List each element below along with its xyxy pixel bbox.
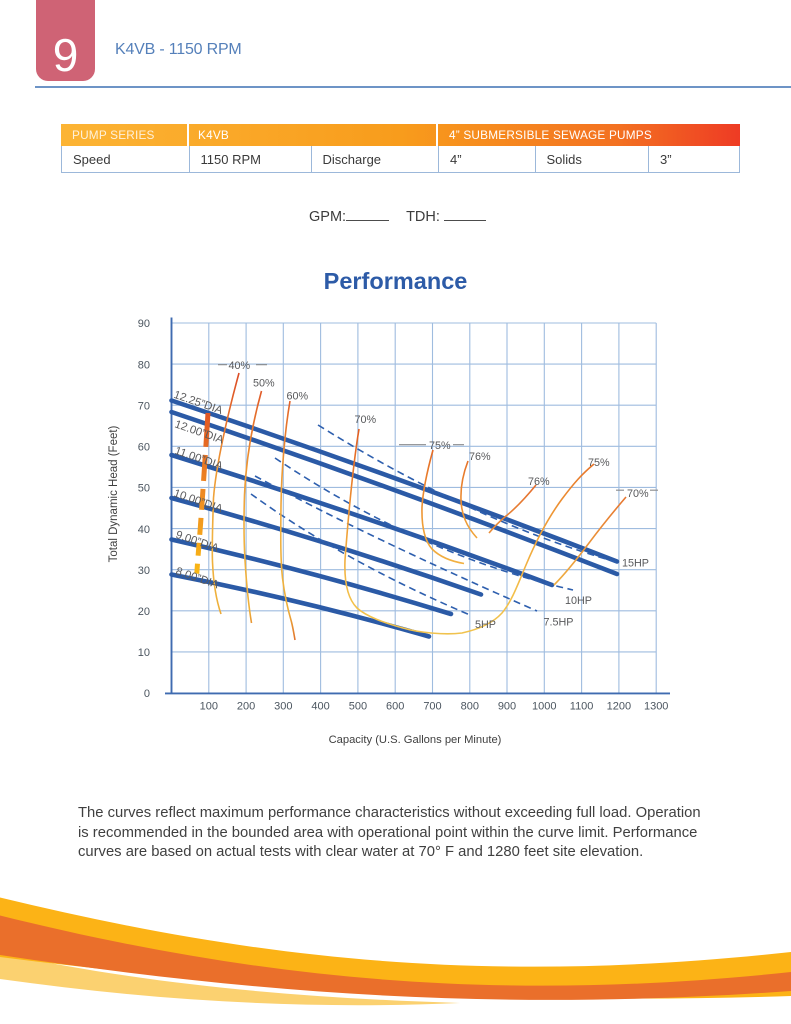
- svg-text:100: 100: [200, 701, 218, 713]
- svg-text:40%: 40%: [229, 360, 251, 372]
- svg-text:200: 200: [237, 701, 255, 713]
- svg-text:11.00”DIA: 11.00”DIA: [173, 445, 225, 473]
- svg-text:10: 10: [138, 647, 150, 659]
- svg-text:Capacity (U.S. Gallons per Min: Capacity (U.S. Gallons per Minute): [329, 734, 502, 746]
- svg-text:1100: 1100: [570, 701, 594, 713]
- svg-text:900: 900: [498, 701, 516, 713]
- svg-text:1200: 1200: [607, 701, 631, 713]
- svg-text:7.5HP: 7.5HP: [544, 617, 574, 629]
- svg-text:500: 500: [349, 701, 367, 713]
- svg-text:76%: 76%: [469, 451, 491, 463]
- svg-text:75%: 75%: [429, 440, 451, 452]
- svg-text:300: 300: [274, 701, 292, 713]
- svg-text:60: 60: [138, 442, 150, 454]
- svg-text:1000: 1000: [532, 701, 556, 713]
- svg-text:1300: 1300: [644, 701, 668, 713]
- svg-text:30: 30: [138, 565, 150, 577]
- svg-text:40: 40: [138, 524, 150, 536]
- svg-text:15HP: 15HP: [622, 558, 649, 570]
- svg-text:10.00”DIA: 10.00”DIA: [172, 487, 224, 515]
- svg-text:400: 400: [311, 701, 329, 713]
- svg-text:600: 600: [386, 701, 404, 713]
- svg-text:70%: 70%: [355, 414, 377, 426]
- svg-text:60%: 60%: [287, 391, 309, 403]
- svg-text:800: 800: [461, 701, 479, 713]
- svg-text:0: 0: [144, 688, 150, 700]
- svg-text:80: 80: [138, 359, 150, 371]
- svg-text:76%: 76%: [528, 476, 550, 488]
- svg-text:20: 20: [138, 606, 150, 618]
- svg-text:50%: 50%: [253, 378, 275, 390]
- svg-text:5HP: 5HP: [475, 619, 496, 631]
- svg-text:70: 70: [138, 400, 150, 412]
- svg-text:10HP: 10HP: [565, 595, 592, 607]
- svg-text:50: 50: [138, 483, 150, 495]
- svg-text:90: 90: [138, 318, 150, 330]
- svg-text:700: 700: [423, 701, 441, 713]
- svg-text:75%: 75%: [588, 457, 610, 469]
- svg-text:70%: 70%: [627, 488, 649, 500]
- svg-text:Total Dynamic Head (Feet): Total Dynamic Head (Feet): [108, 425, 120, 562]
